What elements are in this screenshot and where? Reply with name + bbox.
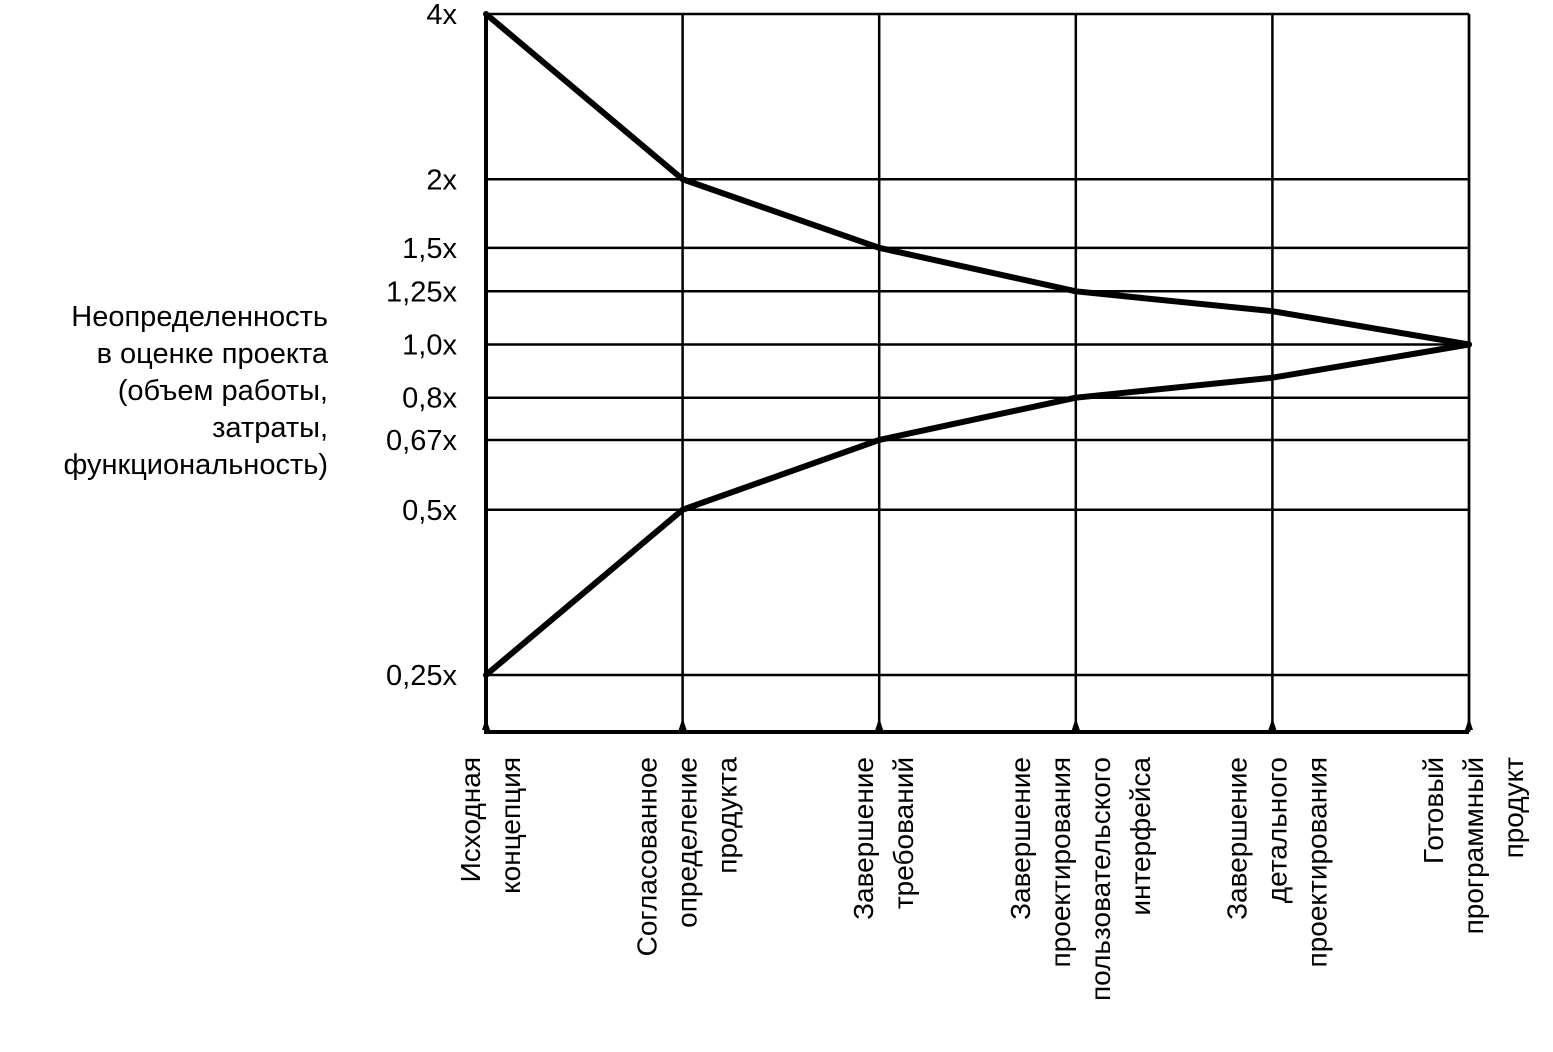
y-axis-title-line: затраты,: [212, 412, 328, 444]
y-tick-labels: 4x 2x 1,5x 1,25x 1,0x 0,8x 0,67x 0,5x 0,25x: [386, 0, 457, 692]
x-category-label: определение: [672, 757, 703, 928]
x-category-label: Завершение: [848, 757, 879, 920]
data-point: [680, 507, 686, 513]
data-point: [483, 11, 489, 17]
data-point: [876, 437, 882, 443]
x-category-label: Завершение: [1005, 757, 1036, 920]
y-axis-title: Неопределенность в оценке проекта (объем р…: [63, 301, 328, 481]
y-tick-label: 0,5x: [402, 495, 457, 527]
x-category-label: продукт: [1498, 757, 1529, 859]
y-tick-label: 2x: [426, 164, 457, 196]
x-category-label: проектирования: [1045, 757, 1076, 967]
y-tick-label: 0,25x: [386, 660, 457, 692]
y-tick-label: 1,25x: [386, 276, 457, 308]
y-tick-label: 1,0x: [402, 330, 457, 362]
y-axis-title-line: в оценке проекта: [97, 338, 329, 370]
x-category-label: проектирования: [1301, 757, 1332, 967]
data-point: [1466, 342, 1472, 347]
x-category-label: концепция: [495, 757, 526, 894]
data-point: [1073, 288, 1079, 294]
data-point: [876, 245, 882, 251]
x-category-label: Готовый: [1418, 757, 1449, 864]
data-point: [680, 176, 686, 182]
axes: [484, 12, 1471, 734]
x-category-label: Завершение: [1221, 757, 1252, 920]
x-category-label: пользовательского: [1085, 757, 1116, 1001]
data-point: [1269, 308, 1275, 314]
data-point: [1073, 395, 1079, 401]
y-tick-label: 0,8x: [402, 383, 457, 415]
y-tick-label: 4x: [426, 0, 457, 31]
x-tick-mark: [1071, 718, 1080, 730]
gridlines: [482, 12, 1473, 732]
y-tick-label: 0,67x: [386, 425, 457, 457]
x-tick-mark: [1268, 718, 1277, 730]
x-category-label: детального: [1261, 757, 1292, 903]
x-tick-mark: [678, 718, 687, 730]
series-lines: [483, 11, 1472, 678]
y-axis-title-line: Неопределенность: [71, 301, 328, 333]
x-category-label: программный: [1458, 757, 1489, 934]
x-tick-mark: [875, 718, 884, 730]
x-category-label: продукта: [712, 757, 743, 874]
data-point: [483, 672, 489, 678]
y-axis-title-line: (объем работы,: [118, 375, 328, 407]
x-category-label: интерфейса: [1125, 757, 1156, 916]
x-category-labels: Исходная концепция Согласованное определени…: [455, 757, 1529, 1001]
series-line-lower-bound: [483, 341, 1472, 678]
y-tick-label: 1,5x: [402, 233, 457, 265]
x-category-label: Согласованное: [632, 757, 663, 956]
data-point: [1269, 375, 1275, 381]
x-category-label: требований: [888, 757, 919, 909]
x-category-label: Исходная: [455, 757, 486, 882]
series-line-upper-bound: [483, 11, 1472, 348]
y-axis-title-line: функциональность): [63, 449, 328, 481]
